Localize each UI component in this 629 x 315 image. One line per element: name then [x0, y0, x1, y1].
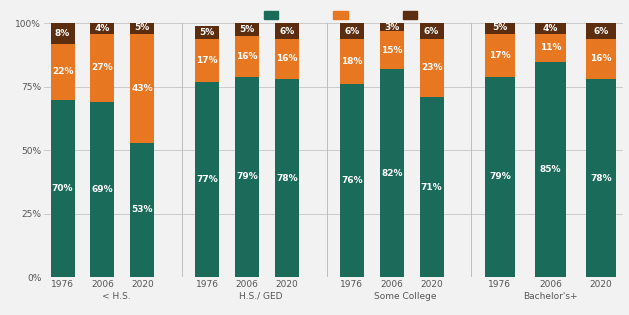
FancyBboxPatch shape: [403, 11, 417, 20]
FancyBboxPatch shape: [264, 11, 279, 20]
Bar: [130, 143, 154, 277]
Bar: [235, 23, 259, 36]
Text: 79%: 79%: [489, 173, 511, 181]
Text: 4%: 4%: [95, 24, 110, 33]
Bar: [535, 34, 565, 61]
Text: 6%: 6%: [424, 26, 439, 36]
Text: 53%: 53%: [131, 205, 153, 215]
Text: 69%: 69%: [92, 185, 113, 194]
Bar: [130, 21, 154, 34]
Bar: [380, 31, 404, 69]
Bar: [275, 39, 299, 79]
Text: 5%: 5%: [135, 23, 150, 32]
Bar: [91, 102, 114, 277]
Bar: [586, 23, 616, 39]
Bar: [420, 23, 443, 39]
Bar: [484, 34, 515, 77]
Bar: [586, 39, 616, 79]
Text: 22%: 22%: [52, 67, 74, 76]
Text: 11%: 11%: [540, 43, 561, 52]
X-axis label: H.S./ GED: H.S./ GED: [239, 292, 283, 301]
Bar: [130, 34, 154, 143]
Text: 16%: 16%: [590, 54, 612, 64]
Bar: [535, 23, 565, 34]
Bar: [235, 36, 259, 77]
Text: 70%: 70%: [52, 184, 74, 193]
Text: 3%: 3%: [384, 23, 399, 32]
X-axis label: Some College: Some College: [374, 292, 437, 301]
Text: 5%: 5%: [199, 28, 215, 37]
Bar: [91, 34, 114, 102]
Text: 16%: 16%: [237, 52, 258, 61]
Text: 15%: 15%: [381, 46, 403, 54]
Bar: [340, 39, 364, 84]
Bar: [91, 23, 114, 34]
Text: 5%: 5%: [492, 23, 508, 32]
Text: 6%: 6%: [593, 26, 609, 36]
Text: 85%: 85%: [540, 165, 561, 174]
Text: 71%: 71%: [421, 183, 442, 192]
Text: 82%: 82%: [381, 169, 403, 178]
Bar: [484, 77, 515, 277]
Bar: [235, 77, 259, 277]
Bar: [380, 69, 404, 277]
Bar: [195, 26, 219, 39]
Text: 43%: 43%: [131, 84, 153, 93]
Text: 79%: 79%: [237, 173, 258, 181]
Bar: [586, 79, 616, 277]
Bar: [50, 100, 74, 277]
Text: 77%: 77%: [196, 175, 218, 184]
Bar: [275, 23, 299, 39]
Text: 4%: 4%: [543, 24, 558, 33]
Text: 17%: 17%: [196, 56, 218, 65]
Text: 78%: 78%: [276, 174, 298, 183]
Bar: [420, 39, 443, 97]
Bar: [340, 84, 364, 277]
Text: 6%: 6%: [279, 26, 294, 36]
Bar: [50, 23, 74, 44]
Bar: [484, 21, 515, 34]
Text: 23%: 23%: [421, 63, 442, 72]
Text: 16%: 16%: [276, 54, 298, 64]
FancyBboxPatch shape: [333, 11, 348, 20]
Text: 5%: 5%: [240, 25, 255, 34]
Text: 18%: 18%: [341, 57, 363, 66]
Text: 76%: 76%: [341, 176, 363, 185]
Bar: [535, 61, 565, 277]
X-axis label: < H.S.: < H.S.: [102, 292, 131, 301]
Bar: [275, 79, 299, 277]
Bar: [195, 82, 219, 277]
Text: 17%: 17%: [489, 51, 511, 60]
Bar: [50, 44, 74, 100]
Bar: [420, 97, 443, 277]
Text: 6%: 6%: [344, 26, 360, 36]
X-axis label: Bachelor's+: Bachelor's+: [523, 292, 577, 301]
Bar: [195, 39, 219, 82]
Text: 78%: 78%: [590, 174, 612, 183]
Bar: [380, 23, 404, 31]
Bar: [340, 23, 364, 39]
Text: 8%: 8%: [55, 29, 70, 38]
Text: 27%: 27%: [92, 63, 113, 72]
